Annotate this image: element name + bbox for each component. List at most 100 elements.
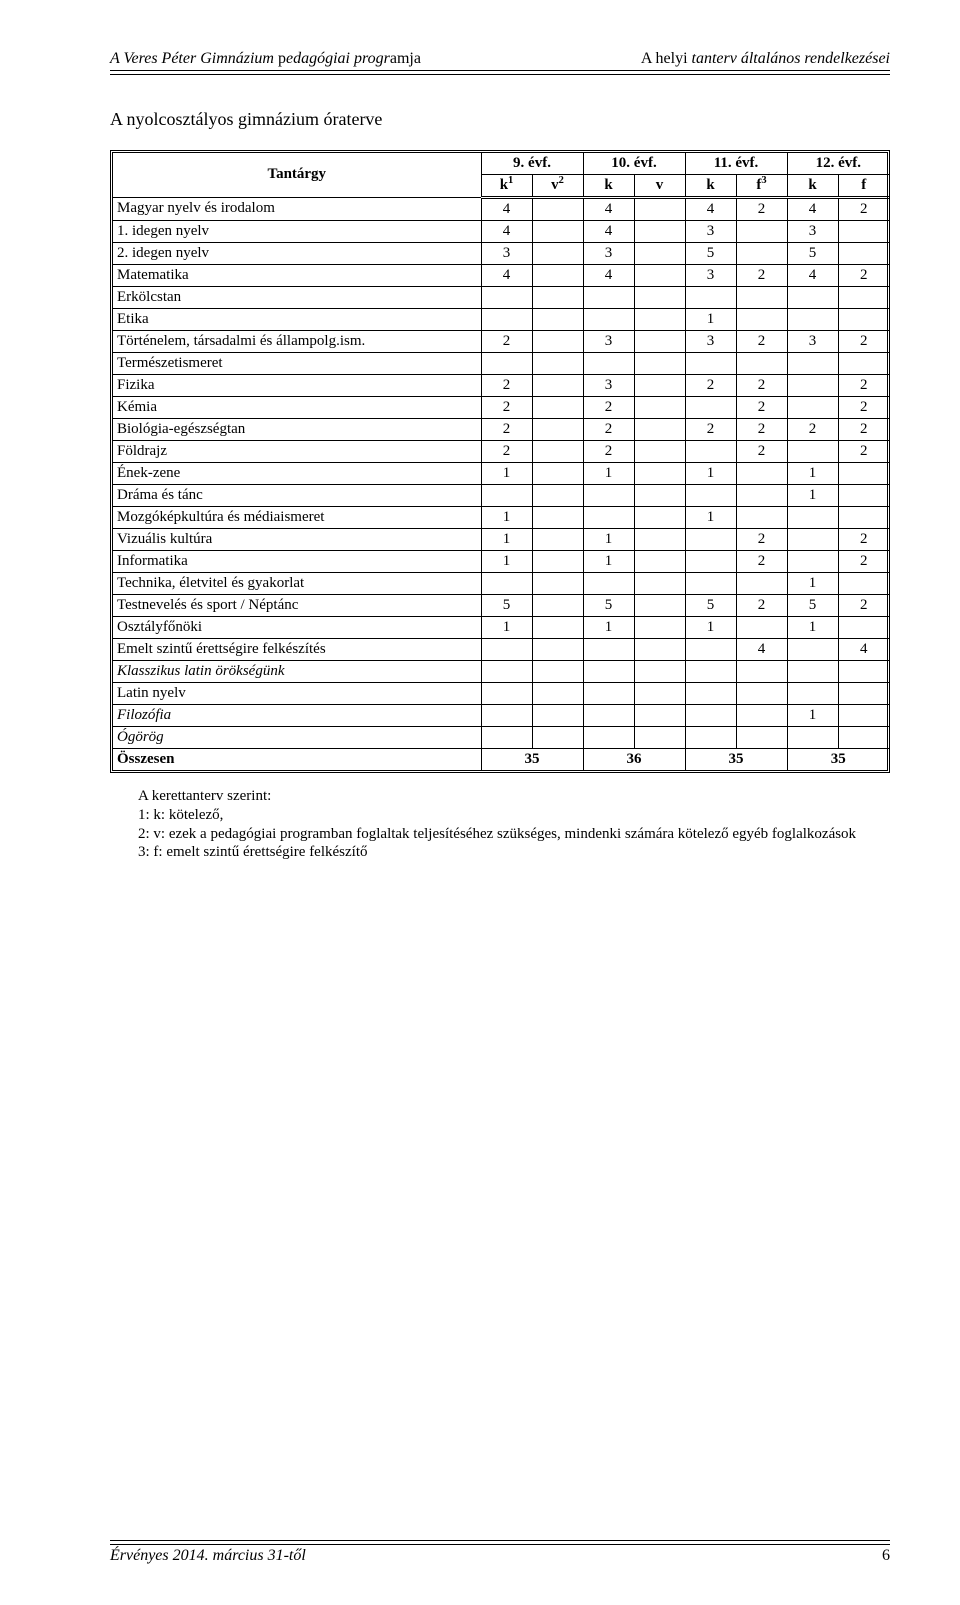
table-row: Földrajz2222 — [113, 441, 889, 463]
cell-value: 1 — [481, 617, 532, 639]
cell-value: 1 — [583, 617, 634, 639]
header-left: A Veres Péter Gimnázium pedagógiai progr… — [110, 50, 421, 68]
cell-value — [583, 287, 634, 309]
cell-value — [838, 573, 889, 595]
cell-value — [838, 309, 889, 331]
cell-value — [838, 243, 889, 265]
cell-value: 3 — [583, 331, 634, 353]
cell-value — [532, 705, 583, 727]
cell-subject: Osztályfőnöki — [113, 617, 481, 639]
cell-value — [532, 353, 583, 375]
cell-value — [838, 617, 889, 639]
table-row: Kémia2222 — [113, 397, 889, 419]
cell-value — [838, 287, 889, 309]
cell-value — [634, 353, 685, 375]
cell-value — [736, 353, 787, 375]
cell-value — [685, 639, 736, 661]
cell-value — [838, 353, 889, 375]
cell-value: 2 — [736, 375, 787, 397]
cell-value — [685, 485, 736, 507]
table-row: 1. idegen nyelv4433 — [113, 221, 889, 243]
cell-value: 2 — [736, 441, 787, 463]
cell-value: 2 — [838, 419, 889, 441]
cell-value — [481, 573, 532, 595]
cell-value — [532, 507, 583, 529]
cell-value: 2 — [838, 397, 889, 419]
cell-subject: Biológia-egészségtan — [113, 419, 481, 441]
cell-value — [532, 441, 583, 463]
cell-value — [532, 397, 583, 419]
cell-value: 4 — [481, 265, 532, 287]
cell-value — [634, 595, 685, 617]
header-rule — [110, 70, 890, 75]
cell-value: 2 — [736, 397, 787, 419]
table-row: Filozófia1 — [113, 705, 889, 727]
table-row: Történelem, társadalmi és állampolg.ism.… — [113, 331, 889, 353]
cell-value — [532, 309, 583, 331]
table-row: Matematika443242 — [113, 265, 889, 287]
cell-subject: Filozófia — [113, 705, 481, 727]
cell-value — [634, 551, 685, 573]
cell-value — [634, 331, 685, 353]
col-subject: Tantárgy — [113, 153, 481, 198]
cell-value — [583, 573, 634, 595]
cell-value: 1 — [787, 617, 838, 639]
cell-value: 1 — [787, 463, 838, 485]
cell-subject: Mozgóképkultúra és médiaismeret — [113, 507, 481, 529]
cell-subject: Ógörög — [113, 727, 481, 749]
cell-value — [685, 705, 736, 727]
cell-value — [838, 507, 889, 529]
cell-value: 2 — [787, 419, 838, 441]
cell-subject: Erkölcstan — [113, 287, 481, 309]
cell-value — [532, 617, 583, 639]
cell-value — [532, 595, 583, 617]
cell-value — [736, 507, 787, 529]
cell-value — [634, 705, 685, 727]
cell-value: 4 — [787, 198, 838, 221]
table-body: Magyar nyelv és irodalom4442421. idegen … — [113, 198, 889, 771]
cell-value — [634, 221, 685, 243]
cell-value — [583, 683, 634, 705]
cell-value — [787, 529, 838, 551]
cell-subject: Vizuális kultúra — [113, 529, 481, 551]
cell-value — [634, 375, 685, 397]
cell-subject: Latin nyelv — [113, 683, 481, 705]
cell-value — [685, 529, 736, 551]
cell-total: 35 — [787, 749, 889, 771]
col-sub-0-1: v2 — [532, 175, 583, 198]
col-year-1: 10. évf. — [583, 153, 685, 175]
cell-value — [634, 727, 685, 749]
cell-subject: Kémia — [113, 397, 481, 419]
cell-value: 5 — [583, 595, 634, 617]
cell-value: 3 — [583, 375, 634, 397]
footer-rule — [110, 1540, 890, 1545]
schedule-table: Tantárgy9. évf.10. évf.11. évf.12. évf.k… — [113, 153, 889, 770]
table-row: Mozgóképkultúra és médiaismeret11 — [113, 507, 889, 529]
cell-subject: Klasszikus latin örökségünk — [113, 661, 481, 683]
cell-subject: Ének-zene — [113, 463, 481, 485]
cell-subject: Földrajz — [113, 441, 481, 463]
cell-value — [685, 441, 736, 463]
cell-value — [583, 309, 634, 331]
cell-value — [685, 551, 736, 573]
cell-value: 3 — [685, 265, 736, 287]
cell-value: 2 — [838, 198, 889, 221]
cell-value — [481, 683, 532, 705]
notes-line: 2: v: ezek a pedagógiai programban fogla… — [138, 825, 890, 844]
cell-value — [838, 705, 889, 727]
cell-value: 2 — [736, 265, 787, 287]
cell-value: 3 — [787, 221, 838, 243]
cell-value — [838, 221, 889, 243]
table-row: Vizuális kultúra1122 — [113, 529, 889, 551]
cell-value: 4 — [583, 265, 634, 287]
cell-value: 2 — [736, 595, 787, 617]
cell-value — [634, 441, 685, 463]
cell-value: 2 — [685, 419, 736, 441]
cell-value — [481, 485, 532, 507]
cell-value — [685, 661, 736, 683]
col-sub-1-1: v — [634, 175, 685, 198]
table-row-total: Összesen35363535 — [113, 749, 889, 771]
cell-value — [838, 485, 889, 507]
cell-value: 5 — [685, 243, 736, 265]
col-year-2: 11. évf. — [685, 153, 787, 175]
